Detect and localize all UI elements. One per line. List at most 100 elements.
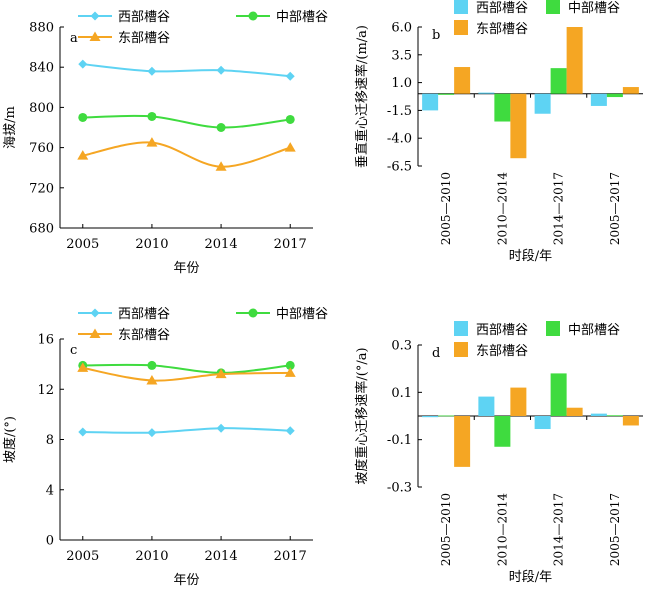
bar <box>590 413 607 416</box>
data-point <box>78 59 88 69</box>
x-tick-label: 2014—2017 <box>552 172 566 245</box>
legend-label: 东部槽谷 <box>476 344 528 359</box>
bar <box>622 416 639 426</box>
bar <box>478 92 495 94</box>
legend-marker <box>90 308 100 318</box>
x-tick-label: 2010 <box>135 549 168 564</box>
y-tick-label: 800 <box>29 101 54 116</box>
x-axis-title: 时段/年 <box>509 570 552 585</box>
bar <box>534 416 551 430</box>
y-tick-label: 0.3 <box>391 339 412 354</box>
legend-swatch <box>546 321 560 336</box>
data-point <box>77 362 89 372</box>
y-tick-label: 840 <box>29 61 54 76</box>
data-point <box>216 123 226 132</box>
data-point <box>216 65 226 75</box>
x-tick-label: 2014 <box>205 237 238 252</box>
data-point <box>77 150 89 160</box>
data-point <box>78 427 88 437</box>
bar <box>590 93 607 106</box>
legend-swatch <box>454 0 468 14</box>
x-tick-label: 2010 <box>135 237 168 252</box>
y-tick-label: 6.0 <box>391 21 412 36</box>
x-tick-label: 2010—2014 <box>495 493 509 566</box>
bar <box>566 27 583 94</box>
x-tick-label: 2014—2017 <box>552 493 566 566</box>
bar <box>550 373 567 416</box>
y-tick-label: 12 <box>37 383 54 398</box>
y-axis-title: 坡度重心迁移速率/(°/a) <box>354 347 370 484</box>
legend-swatch <box>546 0 560 14</box>
panel-letter: c <box>70 343 77 358</box>
bar <box>422 416 439 418</box>
x-axis-title: 年份 <box>173 261 199 276</box>
x-tick-label: 2010—2014 <box>495 172 509 245</box>
x-tick-label: 2005—2010 <box>439 493 453 566</box>
y-tick-label: -0.3 <box>387 481 412 496</box>
y-tick-label: -0.1 <box>387 433 412 448</box>
x-tick-label: 2005—2017 <box>608 172 622 245</box>
y-tick-label: -4.0 <box>387 132 412 147</box>
legend-label: 中部槽谷 <box>276 307 328 322</box>
y-tick-label: 0.1 <box>391 386 412 401</box>
panel-b: 6.0 3.5 1.0 -1.5 -4.0 -6.5 2005—2010 2010—2014 2… <box>354 0 643 264</box>
y-tick-label: -1.5 <box>387 104 412 119</box>
y-axis-title: 坡度/(°) <box>2 416 18 463</box>
bar <box>454 416 471 467</box>
y-tick-label: 720 <box>29 181 54 196</box>
y-tick-label: -6.5 <box>387 160 412 175</box>
x-tick-label: 2005—2017 <box>608 493 622 566</box>
x-tick-label: 2005 <box>66 237 99 252</box>
x-tick-label: 2014 <box>205 549 238 564</box>
y-tick-label: 16 <box>37 333 54 348</box>
bar <box>494 416 511 447</box>
data-point <box>285 114 295 124</box>
series-line <box>82 114 291 129</box>
bar <box>606 93 623 98</box>
legend-marker <box>248 11 258 21</box>
series-line <box>82 427 291 434</box>
y-tick-label: 760 <box>29 141 54 156</box>
legend-label: 东部槽谷 <box>118 31 170 46</box>
panel-letter: b <box>432 28 440 43</box>
legend-swatch <box>454 342 468 357</box>
data-point <box>147 360 157 370</box>
data-point <box>146 137 158 147</box>
x-tick-label: 2005 <box>66 549 99 564</box>
y-tick-label: 8 <box>46 433 54 448</box>
y-axis-title: 垂直重心迁移速率/(m/a) <box>354 25 370 168</box>
data-point <box>147 66 157 76</box>
x-tick-label: 2017 <box>274 549 307 564</box>
y-tick-label: 3.5 <box>391 48 412 63</box>
data-point <box>284 367 296 377</box>
legend-marker <box>89 328 101 338</box>
bar <box>438 415 455 417</box>
panel-letter: a <box>70 31 78 46</box>
data-point <box>285 426 295 436</box>
bar <box>622 87 639 94</box>
legend-label: 东部槽谷 <box>476 22 528 37</box>
panel-d: 0.3 0.1 -0.1 -0.3 2005—2010 2010—2014 2014—201… <box>354 321 643 585</box>
bar <box>454 67 471 94</box>
panel-c: 0 4 8 12 16 2005 2010 2014 2017 c 年份 坡度/(°) 西部槽谷 中部槽谷… <box>2 307 328 588</box>
y-tick-label: 4 <box>46 483 54 498</box>
data-point <box>146 374 158 385</box>
legend-label: 中部槽谷 <box>568 323 620 338</box>
data-point <box>147 428 157 438</box>
bar <box>534 93 551 114</box>
series-line <box>82 363 291 374</box>
legend-label: 西部槽谷 <box>118 307 170 322</box>
legend-label: 东部槽谷 <box>118 328 170 343</box>
data-point <box>285 360 295 370</box>
y-tick-label: 0 <box>46 534 54 549</box>
data-point <box>215 161 227 171</box>
data-point <box>285 71 295 81</box>
legend-label: 西部槽谷 <box>476 1 528 16</box>
bar <box>438 93 455 95</box>
legend-marker <box>90 11 100 21</box>
legend-swatch <box>454 321 468 336</box>
data-point <box>215 368 227 379</box>
series-line <box>82 63 291 78</box>
series-line <box>82 366 291 382</box>
